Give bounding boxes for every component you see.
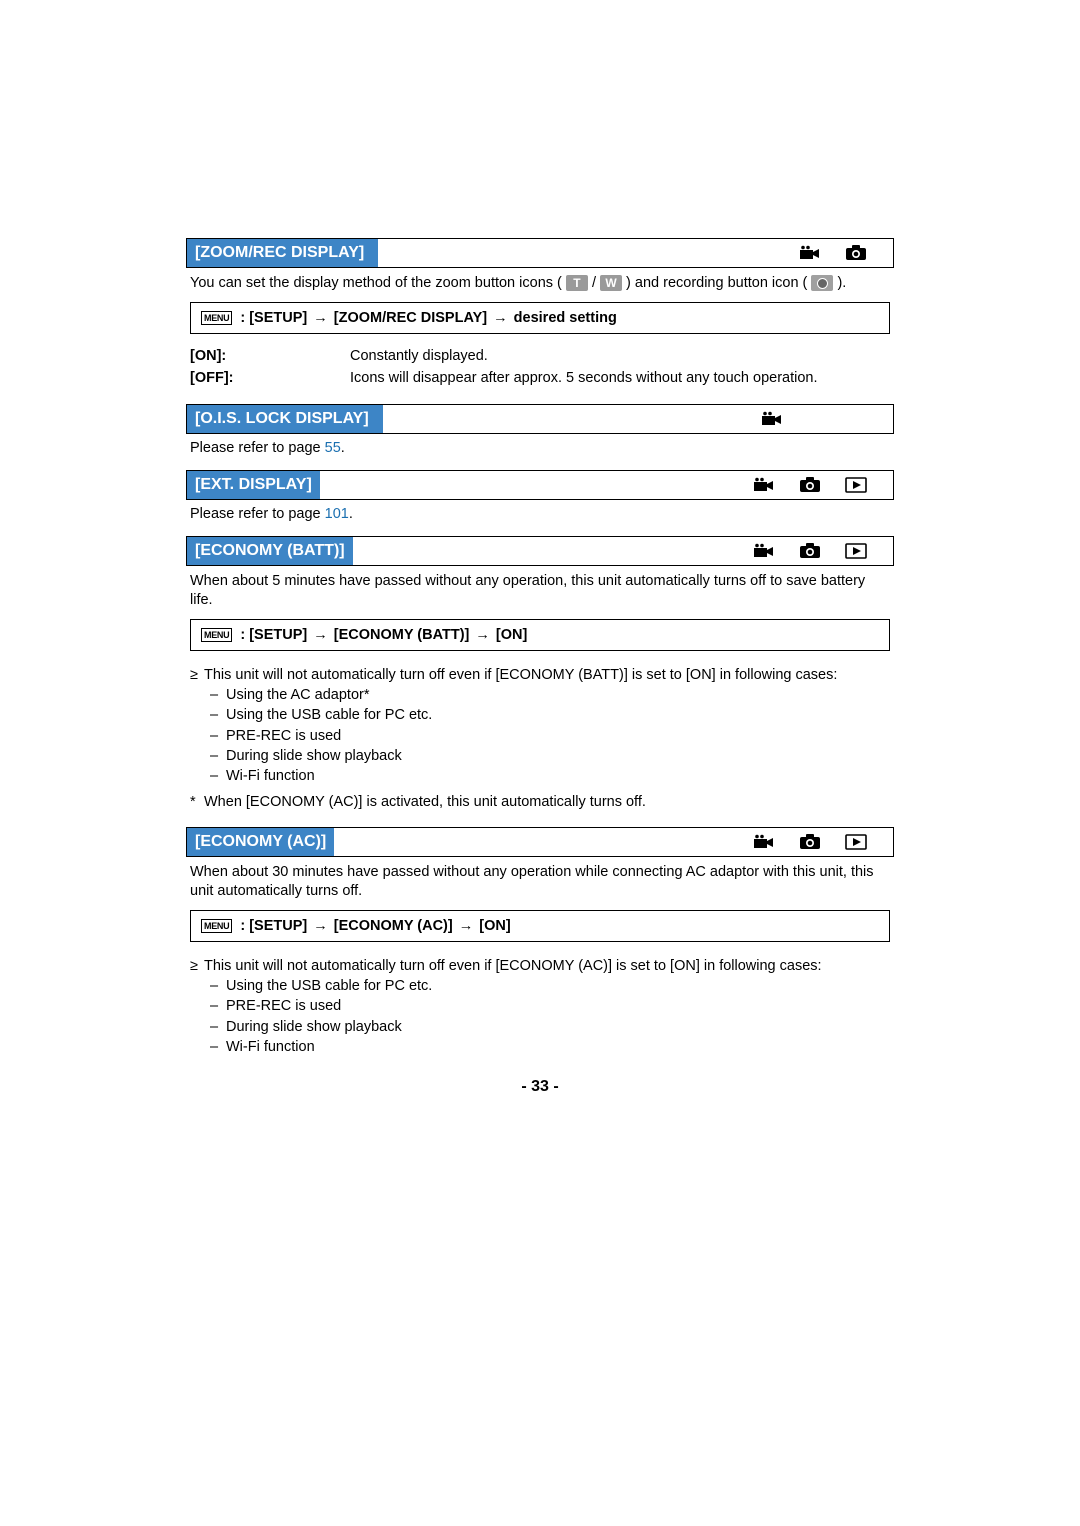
video-mode-icon xyxy=(753,834,775,850)
mode-icons xyxy=(753,543,893,559)
bullet-row: ≥ This unit will not automatically turn … xyxy=(190,956,890,976)
bullet-row: ≥ This unit will not automatically turn … xyxy=(190,665,890,685)
option-off-desc: Icons will disappear after approx. 5 sec… xyxy=(350,370,890,386)
sub-item: –PRE-REC is used xyxy=(190,726,890,746)
option-off-row: [OFF]: Icons will disappear after approx… xyxy=(190,370,890,386)
section-title: [ZOOM/REC DISPLAY] xyxy=(187,239,378,267)
section-header-economy-batt: [ECONOMY (BATT)] xyxy=(186,536,894,566)
sub-item: –During slide show playback xyxy=(190,1017,890,1037)
option-off-label: [OFF]: xyxy=(190,370,350,386)
economy-ac-bullets: ≥ This unit will not automatically turn … xyxy=(190,956,890,1057)
page-number: - 33 - xyxy=(0,1078,1080,1096)
page-link-101[interactable]: 101 xyxy=(325,506,349,522)
zoom-t-icon: T xyxy=(566,275,588,291)
menu-badge-icon: MENU xyxy=(201,311,232,325)
ext-refer: Please refer to page 101. xyxy=(190,506,890,522)
mode-icons xyxy=(753,477,893,493)
rec-dot-icon xyxy=(811,275,833,291)
mode-icons xyxy=(753,834,893,850)
playback-mode-icon xyxy=(845,543,867,559)
menu-path-zoom-rec: MENU : [SETUP] → [ZOOM/REC DISPLAY] → de… xyxy=(190,302,890,334)
video-mode-icon xyxy=(753,477,775,493)
section-header-economy-ac: [ECONOMY (AC)] xyxy=(186,827,894,857)
ois-refer: Please refer to page 55. xyxy=(190,440,890,456)
sub-item: –Using the AC adaptor* xyxy=(190,685,890,705)
sub-item: –During slide show playback xyxy=(190,746,890,766)
menu-badge-icon: MENU xyxy=(201,628,232,642)
section-title: [ECONOMY (AC)] xyxy=(187,828,334,856)
section-title: [O.I.S. LOCK DISPLAY] xyxy=(187,405,383,433)
photo-mode-icon xyxy=(799,543,821,559)
photo-mode-icon xyxy=(845,245,867,261)
section-header-ois: [O.I.S. LOCK DISPLAY] xyxy=(186,404,894,434)
section-title: [EXT. DISPLAY] xyxy=(187,471,320,499)
menu-badge-icon: MENU xyxy=(201,919,232,933)
section-title: [ECONOMY (BATT)] xyxy=(187,537,353,565)
option-on-desc: Constantly displayed. xyxy=(350,348,890,364)
playback-mode-icon xyxy=(845,477,867,493)
sub-item: –Using the USB cable for PC etc. xyxy=(190,976,890,996)
menu-path-economy-batt: MENU : [SETUP] → [ECONOMY (BATT)] → [ON] xyxy=(190,619,890,651)
economy-batt-footnote: * When [ECONOMY (AC)] is activated, this… xyxy=(190,792,890,812)
sub-item: –Using the USB cable for PC etc. xyxy=(190,705,890,725)
manual-page: [ZOOM/REC DISPLAY] You can set the displ… xyxy=(0,0,1080,1526)
mode-icons xyxy=(761,411,893,427)
sub-item: –Wi-Fi function xyxy=(190,766,890,786)
photo-mode-icon xyxy=(799,477,821,493)
sub-item: –PRE-REC is used xyxy=(190,996,890,1016)
option-on-label: [ON]: xyxy=(190,348,350,364)
video-mode-icon xyxy=(753,543,775,559)
video-mode-icon xyxy=(761,411,783,427)
sub-item: –Wi-Fi function xyxy=(190,1037,890,1057)
economy-ac-desc: When about 30 minutes have passed withou… xyxy=(190,863,890,902)
zoom-w-icon: W xyxy=(600,275,622,291)
option-on-row: [ON]: Constantly displayed. xyxy=(190,348,890,364)
menu-path-economy-ac: MENU : [SETUP] → [ECONOMY (AC)] → [ON] xyxy=(190,910,890,942)
playback-mode-icon xyxy=(845,834,867,850)
economy-batt-desc: When about 5 minutes have passed without… xyxy=(190,572,890,611)
video-mode-icon xyxy=(799,245,821,261)
section-header-ext: [EXT. DISPLAY] xyxy=(186,470,894,500)
photo-mode-icon xyxy=(799,834,821,850)
mode-icons xyxy=(799,245,893,261)
zoom-rec-description: You can set the display method of the zo… xyxy=(190,274,890,294)
page-link-55[interactable]: 55 xyxy=(325,440,341,456)
section-header-zoom-rec: [ZOOM/REC DISPLAY] xyxy=(186,238,894,268)
economy-batt-bullets: ≥ This unit will not automatically turn … xyxy=(190,665,890,787)
